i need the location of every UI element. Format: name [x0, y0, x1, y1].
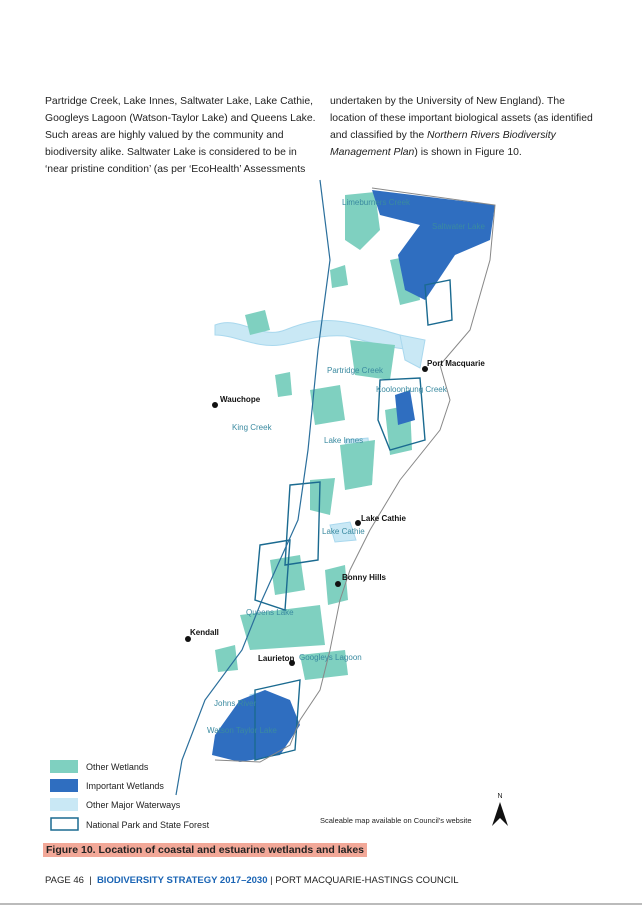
legend-label: National Park and State Forest: [86, 820, 210, 830]
place-label: Kooloonbung Creek: [376, 385, 448, 394]
place-label: Partridge Creek: [327, 366, 384, 375]
legend-swatch: [50, 798, 78, 811]
italic-text: Management Plan: [330, 147, 415, 158]
footer-council: PORT MACQUARIE-HASTINGS COUNCIL: [275, 875, 459, 886]
town-label: Wauchope: [220, 395, 261, 404]
town-label: Kendall: [190, 628, 219, 637]
text-line: undertaken by the University of New Engl…: [330, 96, 565, 107]
place-label: King Creek: [232, 423, 273, 432]
town-label: Laurieton: [258, 654, 295, 663]
park-outlines: [254, 279, 453, 761]
town-label: Port Macquarie: [427, 359, 485, 368]
place-label: Watson Taylor Lake: [207, 726, 277, 735]
text-line: location of these important biological a…: [330, 113, 593, 124]
map-note: Scaleable map available on Council's web…: [320, 816, 472, 825]
footer-title: BIODIVERSITY STRATEGY 2017–2030: [96, 875, 268, 886]
legend-label: Other Major Waterways: [86, 800, 181, 810]
north-label: N: [497, 793, 502, 800]
map: Limeburners Creek Saltwater Lake Port Ma…: [50, 179, 508, 831]
text: ) is shown in Figure 10.: [414, 147, 522, 158]
place-label: Limeburners Creek: [342, 198, 411, 207]
place-label: Lake Cathie: [322, 527, 365, 536]
town-dots: [185, 366, 428, 666]
town-label: Bonny Hills: [342, 573, 387, 582]
text-line: ‘near pristine condition’ (as per ‘EcoHe…: [45, 164, 306, 175]
legend-label: Other Wetlands: [86, 762, 149, 772]
town-label: Lake Cathie: [361, 514, 406, 523]
place-label: Johns River: [214, 699, 257, 708]
lga-boundary: [175, 179, 331, 796]
text-line: Partridge Creek, Lake Innes, Saltwater L…: [45, 96, 313, 107]
figure-caption: Figure 10. Location of coastal and estua…: [43, 843, 368, 857]
text-line: biodiversity alike. Saltwater Lake is co…: [45, 147, 297, 158]
coastline: [214, 187, 496, 763]
text-line: Such areas are highly valued by the comm…: [45, 130, 284, 141]
separator: |: [89, 875, 92, 886]
other-wetlands: [215, 192, 420, 680]
legend-label: Important Wetlands: [86, 781, 164, 791]
text: and classified by the: [330, 130, 425, 141]
north-arrow: [492, 802, 508, 826]
text-line: Googleys Lagoon (Watson-Taylor Lake) and…: [45, 113, 316, 124]
text-line: and classified by the Northern Rivers Bi…: [330, 127, 593, 144]
legend-swatch: [50, 760, 78, 773]
right-column: undertaken by the University of New Engl…: [330, 93, 593, 161]
left-column: Partridge Creek, Lake Innes, Saltwater L…: [45, 93, 316, 178]
legend-swatch: [50, 817, 79, 831]
text-line: Management Plan) is shown in Figure 10.: [330, 144, 593, 161]
bottom-rule: [0, 903, 642, 905]
place-label: Queens Lake: [246, 608, 294, 617]
italic-text: Northern Rivers Biodiversity: [427, 130, 556, 141]
page-number: PAGE 46: [45, 875, 84, 886]
legend-swatch: [50, 779, 78, 792]
separator: |: [270, 875, 273, 886]
place-label: Googleys Lagoon: [299, 653, 362, 662]
place-label: Lake Innes: [324, 436, 363, 445]
important-wetlands: [212, 190, 495, 762]
place-label: Saltwater Lake: [432, 222, 485, 231]
footer: PAGE 46 | BIODIVERSITY STRATEGY 2017–203…: [45, 875, 459, 886]
